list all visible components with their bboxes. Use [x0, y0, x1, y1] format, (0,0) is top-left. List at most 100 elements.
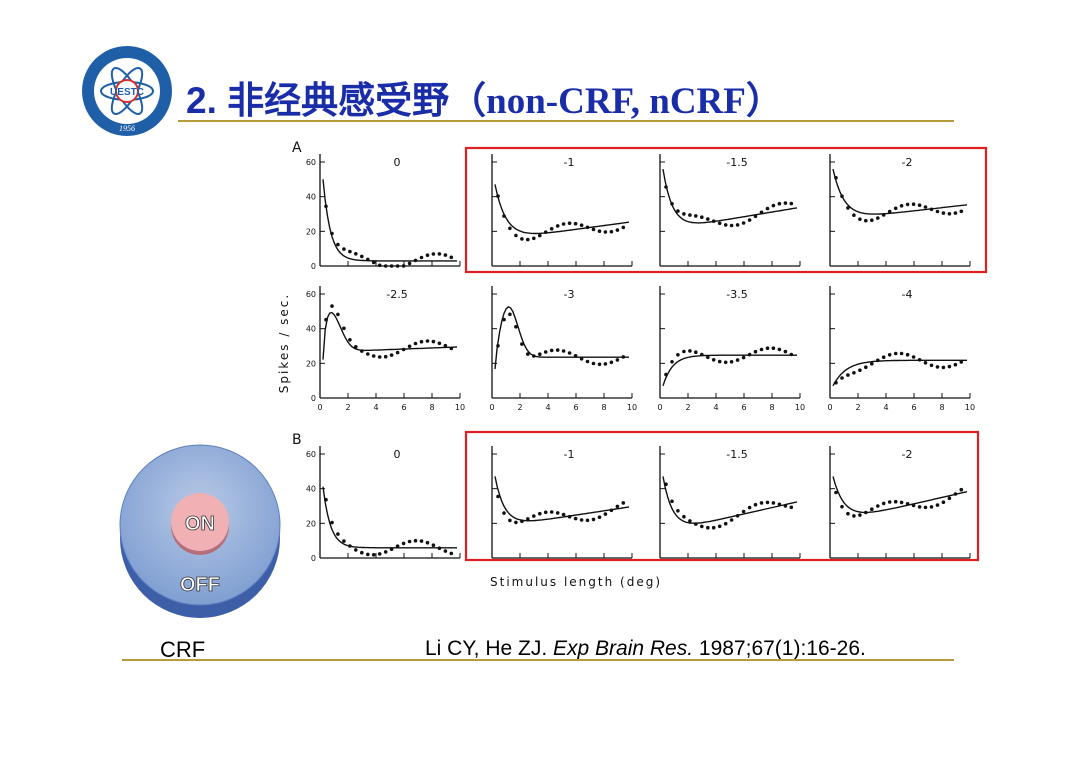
plot-data-point	[549, 348, 554, 353]
plot-data-point	[443, 253, 448, 257]
plot-data-point	[688, 349, 692, 353]
plot-data-point	[520, 237, 524, 241]
plot-data-point	[354, 345, 358, 349]
plot-data-point	[852, 371, 856, 375]
highlight-box-b	[464, 430, 980, 562]
plot-data-point	[431, 543, 436, 547]
plot-data-point	[789, 352, 794, 357]
x-tick-label: 2	[345, 403, 350, 412]
x-tick-label: 2	[517, 403, 522, 412]
plot-data-point	[413, 258, 418, 263]
plot-data-point	[579, 518, 584, 522]
plot-data-point	[555, 511, 560, 515]
plot-data-point	[953, 492, 958, 496]
plot-data-point	[870, 218, 874, 222]
plot-data-point	[366, 552, 370, 557]
plot-data-point	[419, 255, 424, 260]
plot-data-point	[694, 214, 698, 218]
plot-data-point	[917, 358, 922, 362]
plot-data-point	[354, 252, 358, 256]
plot-data-point	[893, 351, 898, 356]
plot-data-point	[449, 255, 454, 260]
citation-journal: Exp Brain Res.	[553, 637, 694, 660]
plot-data-point	[876, 504, 880, 508]
plot-data-point	[771, 203, 776, 208]
plot-data-point	[923, 205, 928, 209]
plot-data-point	[881, 501, 886, 506]
panel-a-letter: A	[292, 140, 302, 156]
plot-data-point	[735, 358, 740, 362]
plot-data-point	[917, 505, 922, 509]
y-tick-label: 40	[306, 485, 316, 494]
plot-curve	[322, 486, 457, 549]
plot-data-point	[342, 326, 346, 331]
plot-data-point	[911, 355, 916, 359]
plot-data-point	[741, 221, 746, 225]
plot-data-point	[330, 231, 334, 236]
plot-data-point	[401, 347, 406, 352]
plot-data-point	[876, 216, 880, 220]
plot-data-point	[383, 550, 388, 554]
y-tick-label: 60	[306, 450, 316, 459]
plot-data-point	[864, 510, 868, 515]
plot-data-point	[694, 522, 698, 526]
plot-data-point	[395, 544, 400, 548]
plot-data-point	[567, 221, 572, 225]
plot-data-point	[706, 525, 710, 530]
plot-data-point	[538, 511, 542, 516]
plot-data-point	[858, 513, 862, 517]
plot-data-point	[591, 227, 596, 232]
plot-condition-label: -4	[902, 288, 913, 301]
plot-data-point	[567, 351, 572, 355]
plot-data-point	[723, 360, 728, 365]
plot-data-point	[514, 233, 518, 238]
plot-data-point	[676, 509, 680, 513]
plot-data-point	[532, 354, 536, 358]
plot-data-point	[676, 209, 680, 213]
plot-data-point	[532, 514, 536, 518]
x-tick-label: 0	[657, 403, 662, 412]
plot-data-point	[609, 508, 614, 513]
plot-data-point	[729, 360, 734, 364]
plot-data-point	[549, 510, 554, 514]
plot-data-point	[502, 317, 506, 322]
plot-curve	[832, 359, 967, 387]
plot-data-point	[959, 487, 964, 492]
plot-data-point	[377, 263, 382, 268]
plot-data-point	[383, 264, 388, 268]
plot-data-point	[324, 204, 328, 209]
plot-data-point	[959, 360, 964, 364]
plot-data-point	[407, 539, 412, 544]
plot-data-point	[573, 354, 578, 358]
plot-data-point	[935, 503, 940, 507]
plot-data-point	[526, 517, 530, 521]
y-tick-label: 0	[311, 262, 316, 271]
plot-data-point	[706, 355, 710, 360]
plot-data-point	[407, 344, 412, 349]
plot-data-point	[543, 350, 548, 354]
plot-data-point	[502, 511, 506, 515]
plot-data-point	[360, 349, 364, 353]
plot-data-point	[371, 553, 376, 557]
y-tick-label: 60	[306, 290, 316, 299]
plot-data-point	[360, 550, 364, 555]
plot-data-point	[929, 207, 934, 212]
plot-data-point	[953, 362, 958, 367]
plot-data-point	[437, 546, 442, 550]
plot-data-point	[840, 504, 844, 509]
plot-data-point	[789, 201, 794, 206]
plot-data-point	[864, 365, 868, 369]
plot-data-point	[670, 202, 674, 206]
plot-data-point	[941, 211, 946, 215]
plot-data-point	[753, 214, 758, 219]
plot-data-point	[664, 482, 668, 487]
plot-data-point	[723, 223, 728, 227]
plot-data-point	[377, 552, 382, 556]
plot-data-point	[621, 355, 626, 359]
plot-data-point	[777, 201, 782, 206]
plot-data-point	[688, 519, 692, 523]
y-tick-label: 20	[306, 227, 316, 236]
plot-data-point	[846, 511, 850, 516]
plot-data-point	[682, 514, 686, 519]
plot-data-point	[899, 500, 904, 505]
